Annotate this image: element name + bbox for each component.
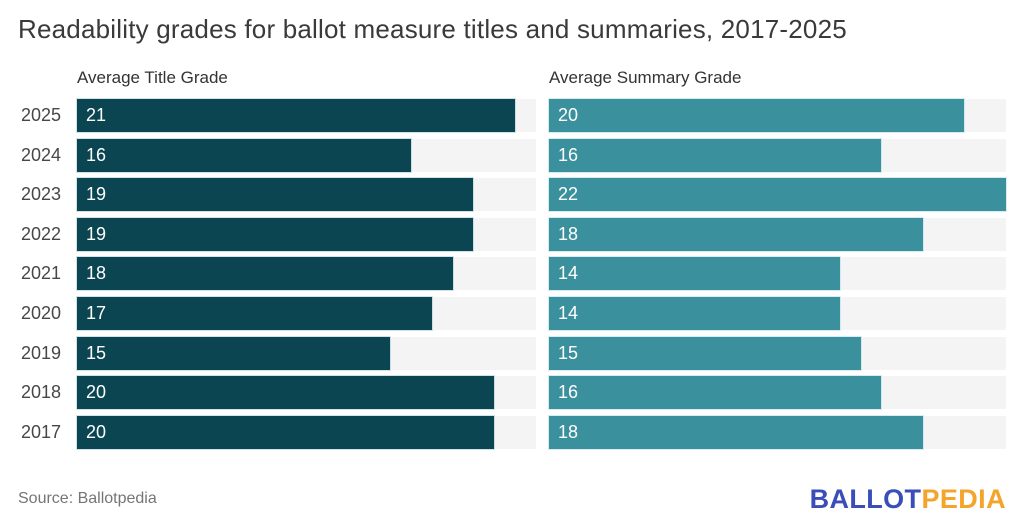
year-label: 2019 bbox=[20, 342, 61, 363]
title-grade-bar: 15 bbox=[77, 336, 390, 370]
bar-value-label: 18 bbox=[558, 421, 579, 442]
summary-grade-bar: 20 bbox=[549, 99, 965, 132]
left-column-header: Average Title Grade bbox=[77, 68, 228, 87]
table-row: 2025 21 20 bbox=[0, 99, 1006, 132]
summary-grade-track: 15 bbox=[549, 336, 1006, 370]
summary-grade-bar: 16 bbox=[549, 376, 882, 410]
title-grade-track: 19 bbox=[77, 178, 536, 212]
year-label: 2021 bbox=[20, 263, 61, 284]
bar-value-label: 19 bbox=[86, 223, 107, 244]
title-grade-track: 21 bbox=[77, 99, 536, 132]
logo-ballot-text: BALLOT bbox=[809, 484, 922, 514]
bar-value-label: 16 bbox=[558, 144, 579, 165]
table-row: 2017 20 18 bbox=[0, 415, 1006, 449]
summary-grade-track: 18 bbox=[549, 415, 1006, 449]
title-grade-bar: 21 bbox=[77, 99, 516, 132]
table-row: 2020 17 14 bbox=[0, 296, 1006, 330]
bar-value-label: 20 bbox=[86, 382, 107, 403]
bar-value-label: 18 bbox=[558, 223, 579, 244]
table-row: 2024 16 16 bbox=[0, 138, 1006, 172]
summary-grade-bar: 18 bbox=[549, 415, 923, 449]
summary-grade-bar: 15 bbox=[549, 336, 861, 370]
summary-grade-bar: 16 bbox=[549, 138, 882, 172]
table-row: 2021 18 14 bbox=[0, 257, 1006, 291]
title-grade-track: 16 bbox=[77, 138, 536, 172]
bar-value-label: 21 bbox=[86, 105, 107, 125]
bar-value-label: 17 bbox=[86, 302, 107, 323]
summary-grade-bar: 22 bbox=[549, 178, 1006, 212]
logo-pedia-text: PEDIA bbox=[921, 484, 1006, 514]
bar-chart: Average Title Grade Average Summary Grad… bbox=[0, 68, 1006, 455]
bar-value-label: 15 bbox=[558, 342, 579, 363]
year-label: 2023 bbox=[20, 184, 61, 205]
summary-grade-track: 22 bbox=[549, 178, 1006, 212]
title-grade-track: 18 bbox=[77, 257, 536, 291]
bar-value-label: 16 bbox=[86, 144, 107, 165]
summary-grade-track: 16 bbox=[549, 376, 1006, 410]
summary-grade-track: 16 bbox=[549, 138, 1006, 172]
table-row: 2019 15 15 bbox=[0, 336, 1006, 370]
summary-grade-bar: 14 bbox=[549, 257, 840, 291]
table-row: 2018 20 16 bbox=[0, 376, 1006, 410]
year-label: 2018 bbox=[20, 382, 61, 403]
title-grade-track: 20 bbox=[77, 415, 536, 449]
page-title: Readability grades for ballot measure ti… bbox=[18, 14, 847, 44]
title-grade-track: 15 bbox=[77, 336, 536, 370]
summary-grade-track: 20 bbox=[549, 99, 1006, 132]
bar-value-label: 19 bbox=[86, 184, 107, 205]
year-label: 2020 bbox=[20, 302, 61, 323]
bar-value-label: 16 bbox=[558, 382, 579, 403]
title-grade-bar: 20 bbox=[77, 376, 495, 410]
title-grade-track: 17 bbox=[77, 296, 536, 330]
table-row: 2023 19 22 bbox=[0, 178, 1006, 212]
bar-value-label: 22 bbox=[558, 184, 579, 205]
title-grade-bar: 16 bbox=[77, 138, 411, 172]
summary-grade-bar: 18 bbox=[549, 217, 923, 251]
title-grade-bar: 19 bbox=[77, 178, 474, 212]
title-grade-bar: 20 bbox=[77, 415, 495, 449]
year-label: 2022 bbox=[20, 223, 61, 244]
summary-grade-bar: 14 bbox=[549, 296, 840, 330]
title-grade-bar: 19 bbox=[77, 217, 474, 251]
chart-rows: 2025 21 20 2024 16 16 2023 19 22 2022 19 18 2021 18 14… bbox=[0, 99, 1006, 449]
bar-value-label: 14 bbox=[558, 302, 579, 323]
bar-value-label: 20 bbox=[86, 421, 107, 442]
bar-value-label: 15 bbox=[86, 342, 107, 363]
title-grade-bar: 18 bbox=[77, 257, 453, 291]
title-grade-track: 20 bbox=[77, 376, 536, 410]
bar-value-label: 20 bbox=[558, 105, 579, 125]
source-note: Source: Ballotpedia bbox=[18, 490, 157, 507]
title-grade-bar: 17 bbox=[77, 296, 432, 330]
table-row: 2022 19 18 bbox=[0, 217, 1006, 251]
year-label: 2025 bbox=[20, 105, 61, 125]
bar-value-label: 14 bbox=[558, 263, 579, 284]
bar-value-label: 18 bbox=[86, 263, 107, 284]
year-label: 2024 bbox=[20, 144, 61, 165]
right-column-header: Average Summary Grade bbox=[549, 68, 742, 87]
ballotpedia-logo: BALLOTPEDIA bbox=[810, 484, 1006, 515]
title-grade-track: 19 bbox=[77, 217, 536, 251]
summary-grade-track: 14 bbox=[549, 257, 1006, 291]
summary-grade-track: 18 bbox=[549, 217, 1006, 251]
year-label: 2017 bbox=[20, 421, 61, 442]
column-headers: Average Title Grade Average Summary Grad… bbox=[0, 68, 1006, 89]
summary-grade-track: 14 bbox=[549, 296, 1006, 330]
